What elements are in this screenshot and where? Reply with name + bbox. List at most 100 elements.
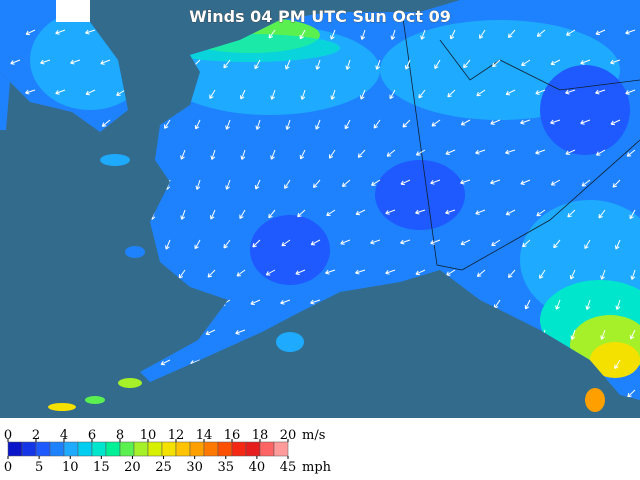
wind-arrow — [491, 239, 501, 247]
wind-arrow — [460, 119, 471, 126]
wind-arrow — [250, 299, 261, 306]
wind-arrow — [330, 89, 336, 100]
wind-arrow — [520, 179, 531, 185]
wind-arrow — [330, 29, 336, 40]
wind-arrow — [505, 209, 516, 216]
wind-arrow — [570, 329, 576, 340]
wind-arrow — [385, 209, 396, 215]
wind-arrow — [340, 239, 351, 245]
color-swatch — [119, 441, 135, 457]
wind-arrow — [386, 149, 396, 157]
wind-arrow — [536, 209, 546, 217]
wind-arrow — [389, 89, 396, 100]
wind-arrow — [328, 149, 336, 159]
wind-arrow — [270, 149, 276, 160]
wind-arrow — [400, 239, 411, 245]
corner-patch — [56, 0, 90, 22]
color-swatch — [35, 441, 51, 457]
wind-arrow — [505, 149, 516, 155]
wind-arrow — [418, 89, 426, 99]
wind-arrow — [434, 59, 441, 69]
color-swatch — [21, 441, 37, 457]
wind-arrow — [600, 329, 606, 340]
mph-tick-label: 15 — [93, 460, 110, 475]
wind-arrow — [615, 299, 621, 310]
mph-tick-label: 0 — [4, 460, 12, 475]
color-swatch — [203, 441, 219, 457]
wind-arrow — [629, 209, 636, 220]
wind-arrow — [236, 269, 246, 277]
wind-arrow — [341, 179, 351, 187]
wind-arrow — [207, 269, 216, 278]
wind-arrow — [415, 209, 426, 215]
wind-arrow — [550, 59, 561, 66]
wind-arrow — [520, 119, 531, 125]
map-title: Winds 04 PM UTC Sun Oct 09 — [189, 7, 451, 26]
color-swatch — [231, 441, 247, 457]
wind-arrow — [415, 149, 426, 156]
wind-arrow — [194, 119, 201, 130]
color-legend: 0 2 4 6 8 10 12 14 16 18 20 m/s 0 5 10 15 20 25 30 35 40 45 mp… — [4, 428, 332, 475]
ms-tick-label: 20 — [280, 428, 297, 443]
wind-arrow — [25, 29, 36, 36]
wind-arrow — [566, 29, 576, 36]
wind-arrow — [160, 359, 171, 366]
wind-arrow — [178, 269, 186, 279]
wind-arrow — [490, 179, 501, 185]
wind-arrow — [85, 29, 96, 35]
wind-arrow — [610, 59, 621, 65]
wind-arrow — [357, 149, 366, 158]
wind-arrow — [285, 59, 291, 70]
wind-arrow — [445, 209, 456, 215]
wind-arrow — [460, 179, 471, 185]
wind-arrow — [223, 239, 231, 249]
color-swatch — [175, 441, 191, 457]
wind-arrow — [299, 29, 306, 40]
wind-arrow — [580, 119, 591, 125]
wind-arrow — [55, 89, 66, 95]
wind-arrow — [254, 179, 261, 190]
wind-arrow — [209, 89, 216, 99]
land — [0, 0, 640, 400]
wind-arrow — [585, 299, 591, 310]
wind-arrow — [315, 59, 321, 70]
wind-arrow — [536, 29, 546, 37]
wind-arrow — [254, 59, 261, 70]
wind-arrow — [205, 329, 216, 336]
wind-arrow — [404, 59, 411, 70]
wind-arrow — [195, 179, 201, 190]
wind-arrow — [567, 209, 576, 218]
wind-arrow — [476, 269, 486, 277]
wind-arrow — [569, 269, 576, 280]
color-swatch — [217, 441, 233, 457]
wind-arrow — [507, 269, 516, 279]
wind-arrow — [625, 29, 636, 35]
wind-arrow — [295, 269, 306, 275]
ms-tick-label: 0 — [4, 428, 12, 443]
wind-arrow — [209, 209, 216, 220]
wind-arrow — [614, 239, 621, 250]
wind-arrow — [344, 119, 351, 130]
wind-arrow — [345, 59, 351, 70]
wind-arrow — [268, 29, 276, 39]
wind-arrow — [239, 209, 246, 220]
wind-arrow — [312, 179, 321, 189]
mph-tick-label: 20 — [124, 460, 141, 475]
wind-arrow — [310, 299, 321, 305]
wind-arrow — [445, 149, 456, 156]
wind-arrows — [10, 29, 636, 400]
wind-arrow — [431, 119, 441, 127]
wind-arrow — [225, 119, 231, 130]
wind-arrow — [524, 299, 531, 310]
mph-tick-label: 45 — [280, 460, 297, 475]
ms-tick-label: 4 — [60, 428, 68, 443]
wind-arrow — [252, 239, 261, 248]
wind-arrow — [580, 59, 591, 65]
ms-tick-label: 14 — [196, 428, 213, 443]
wind-arrow — [595, 89, 606, 95]
wind-arrow — [297, 209, 306, 218]
wind-arrow — [239, 89, 246, 100]
ms-tick-label: 6 — [88, 428, 96, 443]
